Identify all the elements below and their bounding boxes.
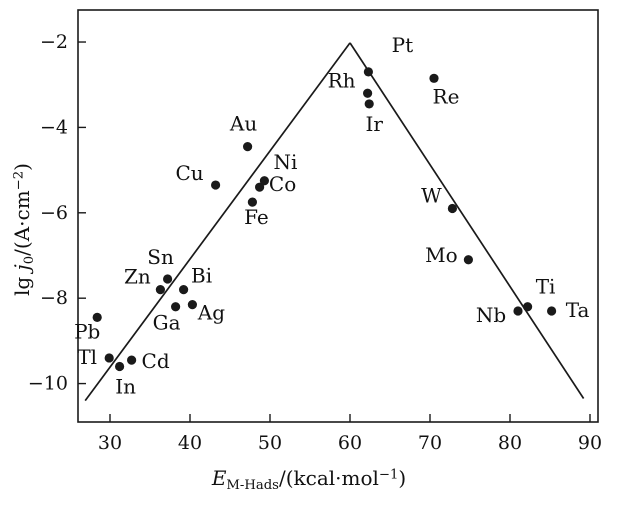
axis-title-segment: j bbox=[10, 264, 34, 271]
y-tick-label--2: −2 bbox=[40, 31, 68, 53]
x-tick-label-50: 50 bbox=[258, 432, 282, 454]
element-label-sn: Sn bbox=[147, 245, 174, 269]
data-point-bi bbox=[179, 285, 189, 295]
data-point-nb bbox=[513, 306, 523, 316]
x-tick-label-60: 60 bbox=[338, 432, 362, 454]
data-point-ta bbox=[547, 306, 557, 316]
element-label-pt: Pt bbox=[392, 33, 414, 57]
element-label-rh: Rh bbox=[328, 68, 356, 92]
element-label-re: Re bbox=[433, 84, 460, 108]
data-point-au bbox=[243, 142, 253, 152]
y-tick-label--4: −4 bbox=[40, 116, 68, 138]
x-tick-label-40: 40 bbox=[178, 432, 202, 454]
axis-title-segment: E bbox=[211, 466, 227, 490]
data-point-cu bbox=[211, 180, 221, 190]
data-point-ga bbox=[171, 302, 181, 312]
data-point-tl bbox=[104, 353, 114, 363]
element-label-w: W bbox=[421, 184, 442, 208]
element-label-ni: Ni bbox=[273, 150, 297, 174]
axis-title-segment: −1 bbox=[378, 467, 399, 483]
data-point-pb bbox=[92, 312, 102, 322]
axis-title-segment: ) bbox=[10, 163, 34, 171]
element-label-pb: Pb bbox=[74, 319, 100, 343]
x-tick-label-30: 30 bbox=[98, 432, 122, 454]
axis-title-segment: /(kcal·mol bbox=[278, 466, 379, 490]
data-point-cd bbox=[127, 355, 137, 365]
data-point-fe bbox=[247, 197, 257, 207]
volcano-line-2 bbox=[349, 42, 585, 399]
data-point-ti bbox=[523, 302, 533, 312]
element-label-fe: Fe bbox=[244, 205, 269, 229]
x-tick-label-90: 90 bbox=[578, 432, 602, 454]
data-point-zn bbox=[155, 285, 165, 295]
element-label-co: Co bbox=[269, 172, 296, 196]
element-label-ag: Ag bbox=[197, 301, 225, 325]
axis-title-segment: /(A·cm bbox=[10, 190, 34, 256]
data-point-ni bbox=[259, 176, 269, 186]
data-point-in bbox=[115, 361, 125, 372]
axis-title-segment: M-Hads bbox=[226, 477, 279, 493]
element-label-in: In bbox=[115, 374, 136, 398]
data-point-rh bbox=[363, 88, 373, 98]
element-label-cu: Cu bbox=[176, 161, 204, 185]
axis-title-segment: lg bbox=[10, 270, 34, 296]
y-tick-label--8: −8 bbox=[40, 287, 68, 309]
y-tick-label--6: −6 bbox=[40, 202, 68, 224]
axis-title-segment: 0 bbox=[21, 255, 37, 265]
element-label-ta: Ta bbox=[566, 298, 590, 322]
element-label-zn: Zn bbox=[124, 265, 151, 289]
x-axis-title: EM-Hads/(kcal·mol−1) bbox=[0, 466, 618, 493]
x-tick-label-80: 80 bbox=[498, 432, 522, 454]
plot-frame bbox=[77, 9, 599, 423]
element-label-ti: Ti bbox=[536, 275, 556, 299]
axis-title-segment: −2 bbox=[11, 170, 27, 191]
element-label-cd: Cd bbox=[142, 349, 170, 373]
y-axis-title: lg j0/(A·cm−2) bbox=[10, 163, 37, 296]
data-point-co bbox=[255, 182, 265, 192]
axis-title-segment: ) bbox=[398, 466, 407, 490]
data-point-pt bbox=[363, 67, 373, 77]
element-label-tl: Tl bbox=[77, 345, 97, 369]
element-label-mo: Mo bbox=[425, 243, 458, 267]
element-label-ga: Ga bbox=[153, 311, 181, 335]
data-point-ag bbox=[187, 299, 197, 310]
volcano-line-1 bbox=[84, 42, 351, 402]
element-label-bi: Bi bbox=[191, 264, 212, 288]
element-label-ir: Ir bbox=[365, 112, 383, 136]
data-point-w bbox=[447, 203, 457, 214]
element-label-nb: Nb bbox=[476, 303, 506, 327]
y-tick-label--10: −10 bbox=[28, 373, 68, 395]
data-point-re bbox=[429, 73, 439, 83]
data-point-sn bbox=[163, 274, 173, 284]
data-point-ir bbox=[364, 99, 374, 109]
x-tick-label-70: 70 bbox=[418, 432, 442, 454]
data-point-mo bbox=[463, 255, 473, 265]
element-label-au: Au bbox=[229, 112, 257, 136]
